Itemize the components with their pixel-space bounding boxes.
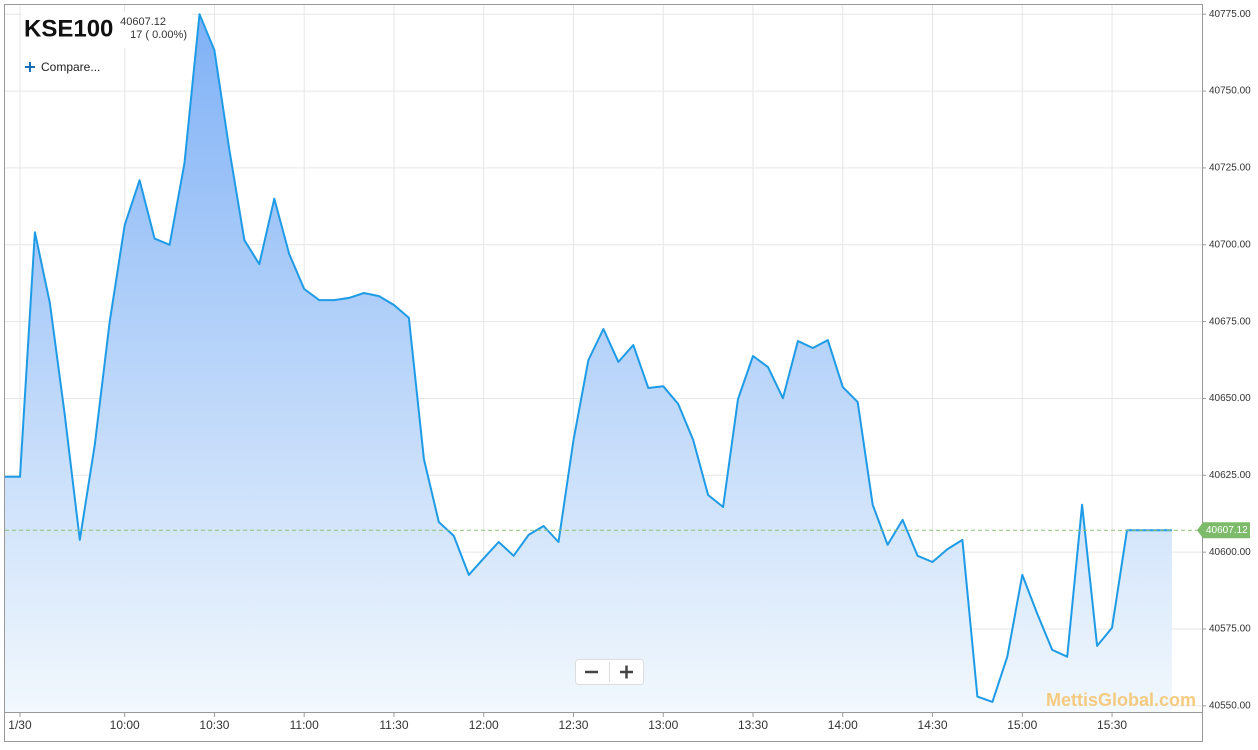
- y-tick-label: 40675.00: [1209, 316, 1251, 327]
- y-tick-label: 40750.00: [1209, 86, 1251, 97]
- labels: 40550.00 40575.00 40600.00 40625.00 40650.00…: [8, 9, 1251, 732]
- frame: [4, 4, 1203, 742]
- chart-title: KSE100: [24, 15, 113, 42]
- x-tick-label: 12:30: [558, 718, 588, 732]
- x-tick-label: 11:30: [379, 718, 408, 732]
- y-tick-label: 40575.00: [1209, 624, 1251, 635]
- zoom-in[interactable]: [611, 661, 642, 683]
- x-tick-label: 15:30: [1097, 718, 1127, 732]
- x-tick-label: 10:00: [110, 718, 140, 732]
- compare-label[interactable]: Compare...: [41, 60, 100, 74]
- last-price-tag: [1197, 522, 1250, 539]
- y-tick-label: 40725.00: [1209, 163, 1251, 174]
- marks: [5, 13, 1202, 712]
- x-tick-label: 13:30: [738, 718, 768, 732]
- change: 17 ( 0.00%): [130, 29, 187, 41]
- y-tick-label: 40600.00: [1209, 547, 1251, 558]
- x-tick-label: 11:00: [290, 718, 319, 732]
- watermark: MettisGlobal.com: [1046, 690, 1196, 710]
- y-tick-label: 40625.00: [1209, 470, 1251, 481]
- line: [5, 13, 1172, 703]
- x-tick-label: 15:00: [1007, 718, 1037, 732]
- last-price: 40607.12: [120, 16, 166, 28]
- zoom-out[interactable]: [577, 661, 608, 683]
- y-tick-label: 40650.00: [1209, 393, 1251, 404]
- x-tick-label: 14:30: [918, 718, 948, 732]
- x-tick-label: 10:30: [199, 718, 229, 732]
- y-tick-label: 40775.00: [1209, 9, 1251, 20]
- x-tick-label: 14:00: [828, 718, 858, 732]
- x-tick-label: 13:00: [648, 718, 678, 732]
- x-tick-label: 1/30: [8, 718, 32, 732]
- header-box: [22, 12, 192, 48]
- compare-button[interactable]: Compare...: [25, 60, 100, 74]
- last-price-label: 40607.12: [1206, 525, 1248, 536]
- zoom-controls: [575, 659, 644, 685]
- y-tick-label: 40700.00: [1209, 239, 1251, 250]
- y-tick-label: 40550.00: [1209, 700, 1251, 711]
- x-tick-label: 12:00: [469, 718, 499, 732]
